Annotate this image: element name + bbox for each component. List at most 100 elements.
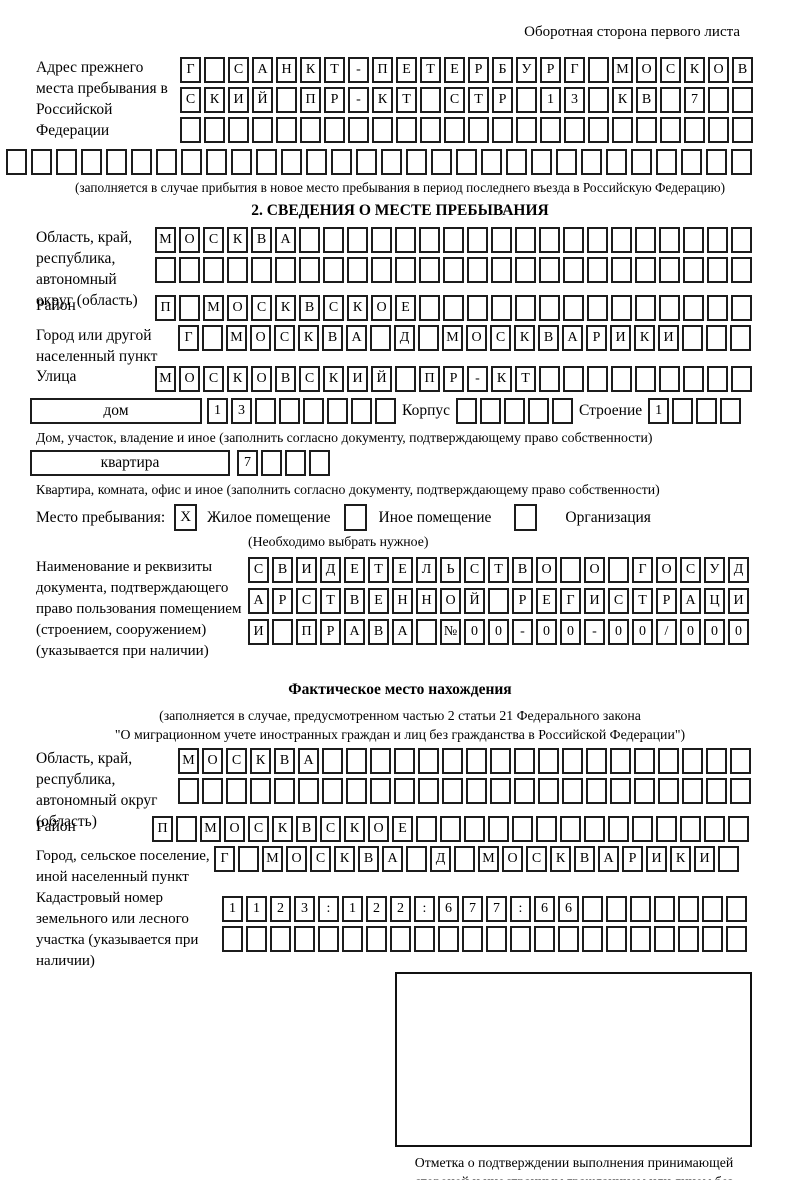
char-box: В	[272, 557, 293, 583]
char-grid-row: И П Р А В А № 0 0-0 0-0 0/0 0 0	[248, 619, 752, 645]
char-box	[656, 816, 677, 842]
char-box: 7	[684, 87, 705, 113]
char-box	[707, 257, 728, 283]
char-box	[347, 227, 368, 253]
char-box	[586, 778, 607, 804]
char-box	[486, 926, 507, 952]
char-box: Т	[368, 557, 389, 583]
char-box	[176, 816, 197, 842]
char-box	[708, 87, 729, 113]
char-box: В	[299, 295, 320, 321]
region-label: Область, край, республика, автономный ок…	[36, 229, 138, 309]
char-box	[285, 450, 306, 476]
char-box: Р	[272, 588, 293, 614]
char-box	[272, 619, 293, 645]
char-box	[558, 926, 579, 952]
char-box: Л	[416, 557, 437, 583]
char-box	[636, 117, 657, 143]
char-box	[324, 117, 345, 143]
char-box: С	[444, 87, 465, 113]
char-box: Д	[728, 557, 749, 583]
char-box: Е	[392, 557, 413, 583]
char-box: Г	[214, 846, 235, 872]
char-box	[323, 227, 344, 253]
char-box	[261, 450, 282, 476]
char-box: :	[318, 896, 339, 922]
char-box: О	[708, 57, 729, 83]
char-box	[706, 149, 727, 175]
char-box: Й	[464, 588, 485, 614]
char-box: -	[348, 87, 369, 113]
char-box	[318, 926, 339, 952]
char-box: О	[636, 57, 657, 83]
char-box: К	[272, 816, 293, 842]
char-box: 2	[366, 896, 387, 922]
char-box: О	[227, 295, 248, 321]
char-box	[371, 257, 392, 283]
char-box	[672, 398, 694, 424]
char-box: С	[251, 295, 272, 321]
char-box: И	[347, 366, 368, 392]
char-box	[371, 227, 392, 253]
char-box: Н	[392, 588, 413, 614]
char-box: И	[694, 846, 715, 872]
actual-region-block: Область, край, республика, автономный ок…	[0, 748, 800, 830]
stay-checkbox-dwelling[interactable]: X	[174, 504, 198, 531]
char-box	[300, 117, 321, 143]
char-box	[611, 227, 632, 253]
char-box	[528, 398, 549, 424]
char-box: А	[346, 325, 367, 351]
char-box	[631, 149, 652, 175]
char-box	[718, 846, 739, 872]
char-box: М	[200, 816, 221, 842]
char-box	[416, 816, 437, 842]
char-box	[222, 926, 243, 952]
char-box: С	[274, 325, 295, 351]
char-box	[587, 257, 608, 283]
char-box	[227, 257, 248, 283]
char-box	[654, 896, 675, 922]
char-box	[684, 117, 705, 143]
char-box	[606, 149, 627, 175]
char-box: Б	[492, 57, 513, 83]
prev-address-note: (заполняется в случае прибытия в новое м…	[74, 180, 726, 195]
char-box: :	[414, 896, 435, 922]
char-box: М	[262, 846, 283, 872]
char-box: Р	[622, 846, 643, 872]
char-box	[588, 117, 609, 143]
char-box	[726, 926, 747, 952]
char-box: Ц	[704, 588, 725, 614]
char-box: У	[704, 557, 725, 583]
char-box	[731, 227, 752, 253]
char-box	[462, 926, 483, 952]
char-box	[728, 816, 749, 842]
char-box	[416, 619, 437, 645]
char-box: О	[584, 557, 605, 583]
char-box	[726, 896, 747, 922]
char-box: Е	[395, 295, 416, 321]
document-label: Наименование и реквизиты документа, подт…	[36, 559, 242, 659]
char-box	[731, 257, 752, 283]
char-box	[381, 149, 402, 175]
char-box	[658, 748, 679, 774]
char-box: О	[251, 366, 272, 392]
char-box	[406, 149, 427, 175]
char-box	[323, 257, 344, 283]
apartment-label: квартира	[100, 454, 160, 471]
char-box	[702, 926, 723, 952]
stay-checkbox-other[interactable]	[343, 504, 367, 531]
char-box: Р	[320, 619, 341, 645]
char-box	[491, 295, 512, 321]
char-box: Р	[443, 366, 464, 392]
char-box	[706, 778, 727, 804]
char-box	[707, 366, 728, 392]
char-box	[370, 778, 391, 804]
char-box: Г	[564, 57, 585, 83]
page-header-note: Оборотная сторона первого листа	[524, 24, 740, 40]
char-box	[659, 227, 680, 253]
char-box: Н	[276, 57, 297, 83]
stay-checkbox-organization[interactable]	[514, 504, 538, 531]
